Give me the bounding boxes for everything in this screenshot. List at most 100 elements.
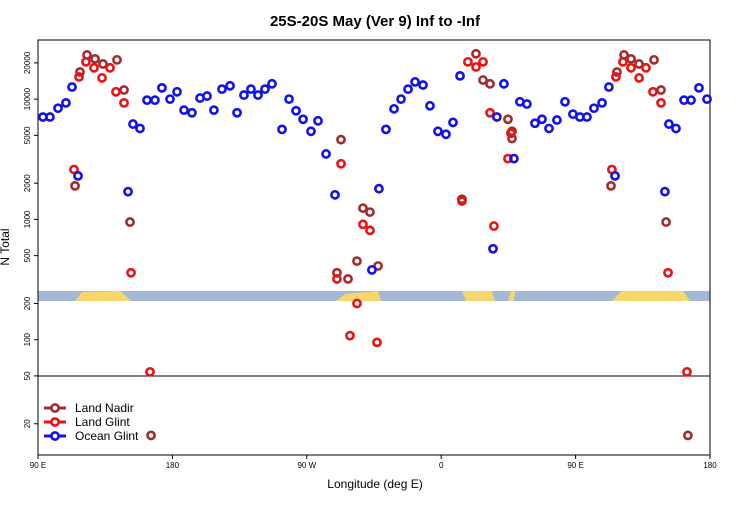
data-point: [441, 129, 451, 140]
data-point: [330, 189, 340, 200]
data-point: [217, 84, 227, 95]
data-point: [389, 103, 399, 114]
data-point: [345, 330, 355, 341]
y-tick-label: 10000: [23, 87, 32, 110]
data-point: [145, 366, 155, 377]
data-point: [463, 56, 473, 67]
data-point: [97, 73, 107, 83]
data-point: [179, 105, 189, 116]
data-point: [694, 82, 704, 93]
data-point: [150, 95, 160, 106]
data-point: [374, 183, 384, 194]
data-point: [146, 430, 156, 441]
data-point: [125, 217, 135, 227]
data-point: [239, 90, 249, 100]
data-point: [365, 207, 375, 217]
plot-frame: [37, 39, 711, 456]
data-point: [372, 337, 382, 348]
data-point: [702, 94, 712, 105]
data-point: [418, 80, 428, 90]
data-point: [661, 217, 671, 227]
y-tick-label: 50: [23, 371, 32, 380]
data-point: [455, 70, 465, 81]
data-point: [582, 112, 592, 122]
data-point: [119, 97, 129, 108]
x-tick-label: 90 W: [297, 461, 316, 470]
data-point: [507, 133, 517, 144]
data-point: [232, 107, 242, 118]
data-point: [284, 94, 294, 105]
data-point: [172, 86, 182, 97]
data-point: [61, 97, 71, 108]
y-tick-label: 100: [23, 332, 32, 346]
data-point: [126, 267, 136, 278]
data-point: [560, 96, 570, 107]
data-point: [128, 119, 138, 129]
data-point: [612, 67, 622, 77]
y-axis-label: N Total: [0, 228, 12, 265]
chart-title: 25S-20S May (Ver 9) Inf to -Inf: [270, 13, 481, 30]
data-point: [509, 153, 519, 164]
data-point: [425, 100, 435, 111]
data-point: [471, 48, 481, 59]
data-point: [73, 170, 83, 181]
y-tick-label: 500: [23, 248, 32, 262]
data-point: [478, 75, 488, 85]
data-point: [277, 124, 287, 135]
data-point: [343, 274, 353, 284]
data-point: [90, 53, 100, 64]
data-point: [358, 203, 368, 214]
data-point: [626, 53, 636, 64]
data-point: [225, 80, 235, 91]
data-point: [641, 62, 651, 73]
data-point: [142, 95, 152, 106]
data-point: [53, 103, 63, 114]
data-point: [682, 366, 692, 377]
data-point: [503, 114, 513, 125]
data-point: [396, 94, 406, 105]
data-point: [597, 97, 607, 108]
x-tick-label: 90 E: [30, 461, 46, 470]
data-point: [352, 256, 362, 267]
y-tick-label: 5000: [23, 126, 32, 144]
data-point: [611, 71, 621, 82]
data-point: [499, 78, 509, 89]
data-point: [123, 186, 133, 197]
data-point: [332, 274, 342, 284]
data-point: [682, 430, 693, 441]
data-point: [489, 221, 499, 231]
data-point: [89, 62, 99, 73]
data-point: [686, 95, 696, 106]
data-point: [157, 82, 167, 93]
data-point: [604, 82, 614, 92]
data-point: [81, 56, 91, 67]
data-point: [306, 126, 316, 137]
y-tick-label: 20000: [23, 51, 32, 74]
legend-marker: [50, 431, 60, 441]
data-point: [656, 97, 666, 108]
data-point: [74, 71, 84, 82]
data-point: [336, 158, 346, 169]
data-point: [253, 90, 263, 100]
data-point: [298, 114, 308, 125]
data-point: [403, 84, 413, 95]
data-point: [165, 94, 175, 105]
data-point: [618, 56, 628, 67]
data-point: [552, 115, 562, 125]
y-tick-label: 1000: [23, 210, 32, 228]
data-point: [648, 86, 658, 97]
surface-strip: [38, 291, 710, 301]
y-tick-label: 200: [23, 296, 32, 310]
data-point: [98, 59, 108, 69]
data-point: [352, 298, 362, 309]
legend-label: Land Nadir: [75, 401, 134, 415]
data-point: [506, 128, 516, 139]
data-point: [135, 123, 145, 134]
data-point: [626, 62, 636, 73]
data-point: [656, 85, 666, 95]
data-point: [649, 54, 659, 65]
data-point: [478, 56, 488, 67]
data-point: [660, 186, 670, 197]
data-point: [367, 265, 377, 275]
